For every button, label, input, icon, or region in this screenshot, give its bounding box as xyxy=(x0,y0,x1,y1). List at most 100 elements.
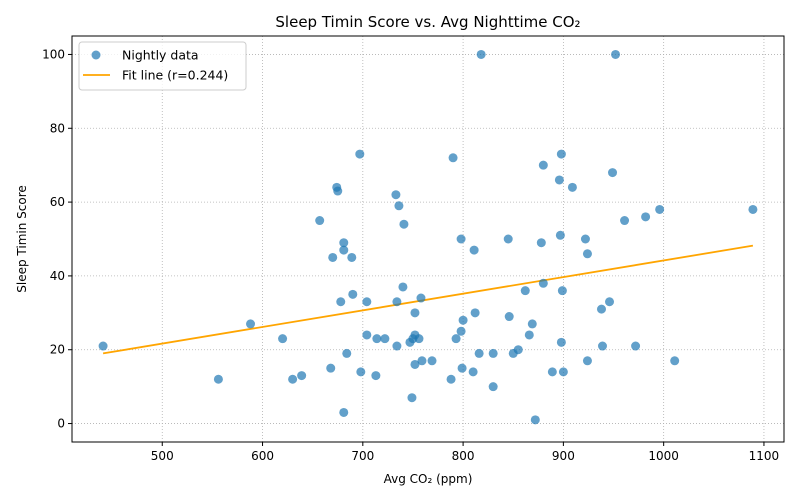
y-tick-label: 40 xyxy=(50,269,65,283)
plot-area-frame xyxy=(71,35,785,443)
data-point xyxy=(339,238,349,248)
data-point xyxy=(557,286,567,296)
data-point xyxy=(336,297,346,307)
data-point xyxy=(416,293,426,303)
data-point xyxy=(547,367,557,377)
data-point xyxy=(530,415,540,425)
data-point xyxy=(567,182,577,192)
data-point xyxy=(448,153,458,163)
legend-box xyxy=(78,41,247,91)
data-point xyxy=(278,334,288,344)
data-point xyxy=(288,374,298,384)
fit-line xyxy=(102,244,754,355)
fit-line-layer xyxy=(102,244,754,355)
data-point xyxy=(513,345,523,355)
data-point xyxy=(488,382,498,392)
data-point xyxy=(392,297,402,307)
chart-title: Sleep Timin Score vs. Avg Nighttime CO₂ xyxy=(275,13,580,31)
data-point xyxy=(538,160,548,170)
x-axis-ticks: 500 600 700 800 900 1000 1100 xyxy=(151,442,779,463)
data-point xyxy=(407,393,417,403)
data-point xyxy=(356,367,366,377)
data-point xyxy=(399,219,409,229)
data-point xyxy=(372,334,382,344)
data-point xyxy=(326,363,336,373)
data-point xyxy=(339,245,349,255)
x-tick-label: 700 xyxy=(351,449,374,463)
data-point xyxy=(347,252,357,262)
x-axis-label: Avg CO₂ (ppm) xyxy=(384,472,473,486)
data-point xyxy=(410,359,420,369)
data-point xyxy=(641,212,651,222)
scatter-points xyxy=(98,49,758,425)
legend: Nightly data Fit line (r=0.244) xyxy=(78,41,247,91)
data-point xyxy=(474,348,484,358)
legend-label-fit-line: Fit line (r=0.244) xyxy=(122,68,228,83)
data-point xyxy=(556,149,566,159)
data-point xyxy=(611,49,621,59)
data-point xyxy=(582,249,592,259)
data-point xyxy=(362,330,372,340)
data-point xyxy=(476,49,486,59)
data-point xyxy=(554,175,564,185)
data-point xyxy=(556,337,566,347)
data-point xyxy=(371,371,381,381)
data-point xyxy=(605,297,615,307)
legend-label-nightly-data: Nightly data xyxy=(122,48,199,63)
x-tick-label: 900 xyxy=(552,449,575,463)
data-point xyxy=(504,312,514,322)
data-point xyxy=(362,297,372,307)
data-point xyxy=(527,319,537,329)
y-tick-label: 0 xyxy=(57,417,65,431)
data-point xyxy=(451,334,461,344)
y-axis-label: Sleep Timin Score xyxy=(15,185,29,293)
data-point xyxy=(348,289,358,299)
data-point xyxy=(655,204,665,214)
data-point xyxy=(446,374,456,384)
data-point xyxy=(410,308,420,318)
data-point xyxy=(596,304,606,314)
data-point xyxy=(328,252,338,262)
data-point xyxy=(597,341,607,351)
data-point xyxy=(457,363,467,373)
data-point xyxy=(458,315,468,325)
data-point xyxy=(503,234,513,244)
x-tick-label: 1000 xyxy=(648,449,679,463)
data-point xyxy=(456,326,466,336)
data-point xyxy=(355,149,365,159)
data-point xyxy=(414,334,424,344)
data-point xyxy=(524,330,534,340)
data-point xyxy=(297,371,307,381)
data-point xyxy=(339,407,349,417)
data-point xyxy=(470,308,480,318)
data-point xyxy=(580,234,590,244)
data-point xyxy=(608,168,618,178)
y-axis-ticks: 0 20 40 60 80 100 xyxy=(42,47,72,431)
data-point xyxy=(469,245,479,255)
data-point xyxy=(427,356,437,366)
data-point xyxy=(394,201,404,211)
y-tick-label: 60 xyxy=(50,195,65,209)
data-point xyxy=(391,190,401,200)
data-point xyxy=(468,367,478,377)
legend-scatter-marker xyxy=(91,50,101,60)
data-point xyxy=(558,367,568,377)
data-point xyxy=(670,356,680,366)
data-point xyxy=(380,334,390,344)
data-point xyxy=(620,216,630,226)
data-point xyxy=(555,230,565,240)
data-point xyxy=(538,278,548,288)
y-tick-label: 100 xyxy=(42,47,65,61)
data-point xyxy=(98,341,108,351)
data-point xyxy=(333,186,343,196)
data-point xyxy=(582,356,592,366)
data-point xyxy=(315,216,325,226)
data-point xyxy=(213,374,223,384)
x-tick-label: 600 xyxy=(251,449,274,463)
x-tick-label: 800 xyxy=(452,449,475,463)
data-point xyxy=(536,238,546,248)
data-point xyxy=(488,348,498,358)
data-point xyxy=(417,356,427,366)
data-point xyxy=(631,341,641,351)
